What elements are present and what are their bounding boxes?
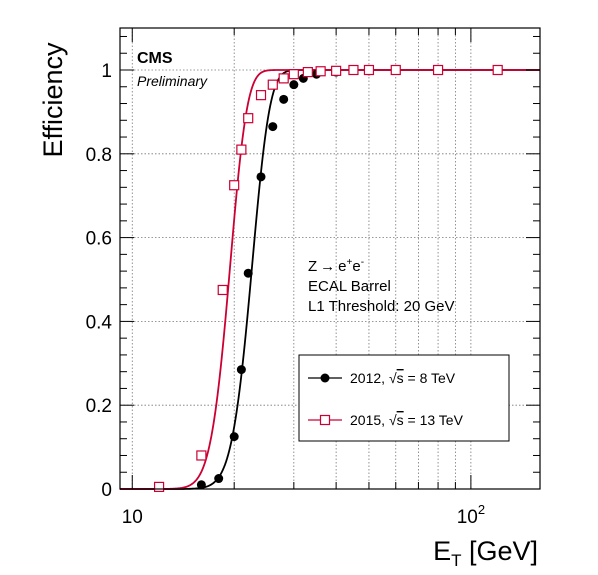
data-point-2015 xyxy=(390,64,401,76)
x-axis-title-main: E xyxy=(433,536,451,566)
legend-entry-2012: 2012, √s = 8 TeV xyxy=(308,370,456,386)
legend-label-2012: 2012, √s = 8 TeV xyxy=(350,370,456,386)
x-axis-title-unit: [GeV] xyxy=(461,536,538,566)
data-point-2012 xyxy=(243,268,253,278)
x-tick-label: 102 xyxy=(457,502,485,528)
y-tick-label: 0 xyxy=(101,480,112,501)
legend-label-2012-suffix: = 8 TeV xyxy=(404,370,456,386)
data-point-2012 xyxy=(196,480,206,490)
data-point-2015 xyxy=(236,144,247,155)
data-point-2012 xyxy=(289,80,299,90)
data-point-2015 xyxy=(196,450,207,461)
data-point-2015 xyxy=(229,180,240,191)
data-point-2012 xyxy=(229,432,239,442)
region-label: ECAL Barrel xyxy=(308,278,391,295)
data-point-2015 xyxy=(278,73,289,84)
y-tick-label: 0.4 xyxy=(86,312,113,333)
legend: 2012, √s = 8 TeV 2015, √s = 13 TeV xyxy=(298,354,510,442)
plot-frame xyxy=(119,27,541,490)
data-markers xyxy=(153,64,503,493)
legend-box xyxy=(298,354,510,442)
data-point-2015 xyxy=(255,90,267,101)
data-point-2015 xyxy=(153,481,165,493)
data-point-2012 xyxy=(279,94,289,104)
data-point-2012 xyxy=(236,365,246,375)
data-point-2012 xyxy=(214,474,224,484)
experiment-label: CMS xyxy=(137,50,173,67)
process-label: Z → e+e- xyxy=(308,257,364,275)
y-tick-label: 0.2 xyxy=(86,396,112,417)
process-e1: e xyxy=(338,258,346,275)
data-point-2012 xyxy=(256,172,266,182)
legend-label-2015-sqrt: √ xyxy=(389,412,397,428)
legend-label-2015-prefix: 2015, xyxy=(350,412,389,428)
data-point-2015 xyxy=(288,69,299,80)
x-tick-label: 10 xyxy=(122,507,143,528)
threshold-label: L1 Threshold: 20 GeV xyxy=(308,298,454,315)
y-tick-label: 0.8 xyxy=(86,145,112,166)
data-point-2015 xyxy=(267,79,278,90)
data-point-2015 xyxy=(302,66,313,78)
y-tick-label: 1 xyxy=(101,61,112,82)
x-axis-title: ET [GeV] xyxy=(433,536,538,570)
legend-label-2015: 2015, √s = 13 TeV xyxy=(350,412,464,428)
status-label: Preliminary xyxy=(137,73,208,89)
fit-curve-1 xyxy=(120,69,540,490)
y-tick-label: 0.6 xyxy=(86,229,112,250)
legend-label-2012-s: s xyxy=(397,370,404,386)
data-point-2012 xyxy=(268,122,278,132)
data-point-2015 xyxy=(363,64,375,76)
process-sup1: + xyxy=(347,257,353,268)
data-point-2015 xyxy=(315,66,326,77)
process-sup2: - xyxy=(361,257,364,268)
legend-label-2015-suffix: = 13 TeV xyxy=(404,412,464,428)
process-arrow: → xyxy=(320,258,335,275)
x-axis-title-subscript: T xyxy=(451,551,461,570)
data-point-2015 xyxy=(492,64,503,76)
data-point-2015 xyxy=(217,284,228,296)
legend-marker-2015 xyxy=(319,414,331,426)
data-point-2015 xyxy=(331,65,342,76)
legend-label-2012-sqrt: √ xyxy=(389,370,397,386)
data-point-2015 xyxy=(348,64,359,76)
process-lead: Z xyxy=(308,258,317,275)
legend-marker-2012 xyxy=(320,373,330,383)
axis-ticks: 0 0.2 0.4 0.6 0.8 1 10 102 xyxy=(86,28,540,528)
process-e2: e xyxy=(352,258,360,275)
y-axis-title: Efficiency xyxy=(38,42,68,158)
legend-label-2012-prefix: 2012, xyxy=(350,370,389,386)
data-point-2015 xyxy=(432,64,444,76)
legend-label-2015-s: s xyxy=(397,412,404,428)
legend-entry-2015: 2015, √s = 13 TeV xyxy=(308,412,464,428)
data-point-2015 xyxy=(243,113,254,124)
